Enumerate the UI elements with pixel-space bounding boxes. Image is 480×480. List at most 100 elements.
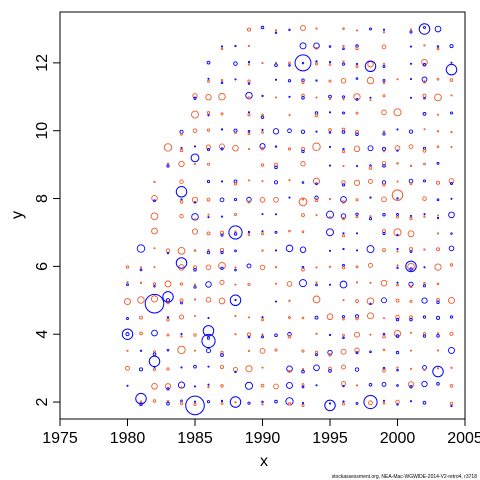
positive-point — [382, 164, 386, 168]
negative-point — [234, 230, 237, 233]
negative-point — [287, 147, 292, 151]
positive-point — [396, 384, 399, 387]
negative-point — [260, 232, 265, 236]
positive-point — [301, 385, 305, 389]
negative-point — [423, 248, 426, 251]
positive-point — [274, 78, 278, 81]
positive-point — [366, 245, 375, 253]
positive-point — [382, 132, 386, 136]
positive-point — [314, 195, 319, 200]
positive-point — [166, 316, 170, 319]
negative-point — [328, 63, 332, 66]
positive-point — [151, 329, 158, 337]
negative-point — [315, 96, 318, 99]
negative-point — [395, 298, 400, 303]
negative-point — [193, 333, 197, 337]
negative-point — [382, 317, 386, 320]
positive-point — [328, 60, 332, 64]
negative-point — [206, 128, 211, 132]
positive-point — [313, 42, 320, 50]
positive-point — [435, 315, 441, 320]
positive-point — [166, 164, 170, 168]
positive-point — [341, 95, 346, 99]
negative-point — [421, 58, 428, 66]
negative-point — [422, 80, 427, 84]
negative-point — [342, 27, 345, 30]
positive-point — [166, 401, 170, 406]
negative-point — [179, 179, 184, 184]
negative-point — [207, 162, 210, 166]
negative-point — [366, 76, 375, 85]
positive-point — [421, 380, 428, 388]
positive-point — [274, 333, 278, 338]
positive-point — [180, 198, 183, 201]
positive-point — [299, 246, 307, 254]
negative-point — [178, 160, 185, 168]
negative-point — [273, 196, 279, 203]
negative-point — [395, 215, 400, 219]
positive-point — [450, 197, 453, 200]
negative-point — [396, 250, 399, 253]
negative-point — [219, 143, 225, 150]
negative-point — [381, 196, 387, 203]
positive-point — [436, 161, 440, 165]
negative-point — [166, 333, 170, 337]
positive-point — [139, 268, 143, 272]
negative-point — [219, 279, 225, 285]
positive-point — [261, 230, 264, 233]
negative-point — [354, 331, 360, 338]
negative-point — [234, 266, 237, 269]
positive-point — [381, 146, 387, 151]
negative-point — [328, 79, 332, 83]
negative-point — [436, 113, 440, 116]
positive-point — [382, 231, 386, 236]
positive-point — [369, 164, 372, 167]
negative-point — [382, 248, 386, 252]
negative-point — [206, 197, 211, 202]
positive-point — [423, 26, 426, 29]
positive-point — [126, 317, 129, 320]
positive-point — [355, 44, 359, 48]
negative-point — [261, 180, 264, 183]
positive-point — [233, 61, 238, 66]
positive-point — [193, 400, 197, 403]
positive-point — [342, 263, 345, 267]
positive-point — [234, 370, 237, 374]
positive-point — [381, 297, 387, 304]
positive-point — [220, 250, 224, 255]
negative-point — [139, 331, 143, 336]
positive-point — [247, 111, 251, 114]
negative-point — [341, 200, 346, 204]
positive-point — [245, 91, 253, 100]
negative-point — [260, 147, 265, 151]
negative-point — [342, 45, 345, 48]
positive-point — [220, 215, 224, 218]
positive-point — [315, 283, 318, 287]
positive-point — [381, 381, 387, 387]
positive-point — [301, 265, 305, 269]
negative-point — [193, 314, 197, 317]
positive-point — [369, 302, 372, 305]
positive-point — [396, 197, 399, 200]
negative-point — [286, 281, 293, 287]
negative-point — [312, 142, 321, 151]
negative-point — [448, 178, 455, 184]
positive-point — [287, 79, 292, 83]
positive-point — [315, 79, 318, 82]
negative-point — [422, 332, 427, 336]
negative-point — [220, 47, 224, 51]
negative-point — [274, 265, 278, 269]
positive-point — [234, 268, 237, 272]
x-tick-label: 1995 — [312, 430, 348, 447]
negative-point — [382, 369, 386, 373]
positive-point — [328, 45, 332, 48]
negative-point — [191, 196, 199, 204]
positive-point — [179, 129, 184, 134]
positive-point — [396, 368, 399, 372]
negative-point — [151, 383, 158, 390]
negative-point — [261, 318, 264, 322]
points-layer — [121, 23, 458, 416]
negative-point — [288, 114, 291, 117]
x-tick-label: 1975 — [42, 430, 78, 447]
positive-point — [450, 404, 453, 408]
